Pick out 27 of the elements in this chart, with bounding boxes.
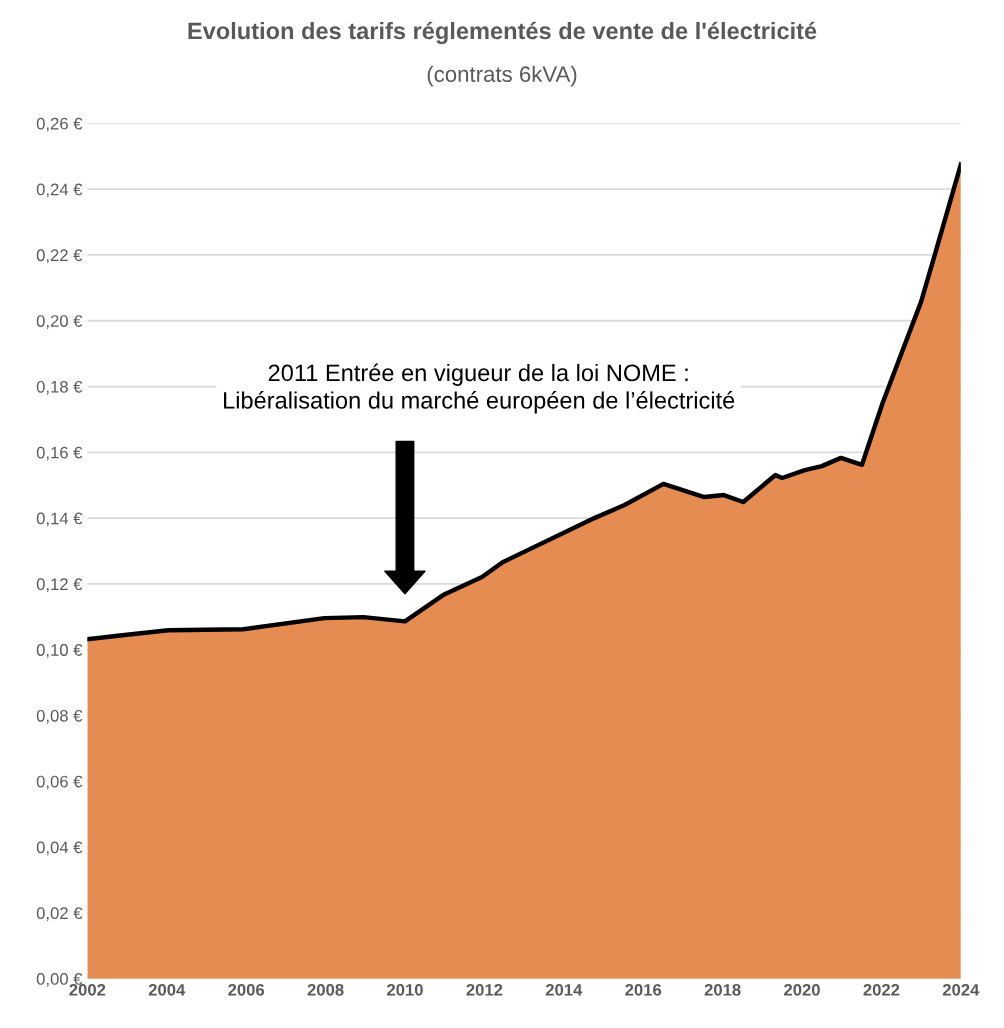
y-tick-label: 0,02 €: [36, 907, 83, 922]
x-tick-label: 2014: [545, 983, 583, 996]
x-tick-label: 2012: [466, 983, 503, 996]
x-tick-label: 2006: [228, 983, 265, 996]
chart-subtitle: (contrats 6kVA): [427, 65, 577, 87]
y-tick-label: 0,18 €: [36, 380, 83, 395]
y-tick-label: 0,14 €: [36, 512, 83, 527]
y-tick-label: 0,26 €: [36, 117, 83, 132]
y-tick-label: 0,10 €: [36, 644, 83, 658]
y-tick-label: 0,06 €: [36, 775, 83, 790]
y-tick-label: 0,24 €: [36, 183, 83, 198]
y-tick-label: 0,16 €: [36, 446, 83, 461]
y-tick-label: 0,08 €: [36, 709, 83, 724]
x-tick-label: 2024: [942, 983, 980, 996]
x-tick-label: 2022: [863, 983, 900, 996]
chart-title: Evolution des tarifs réglementés de vente de l'électricité: [188, 21, 817, 45]
annotation: 2011 Entrée en vigueur de la loi NOME : Libéralisation du marché européen de l’électricité: [224, 363, 735, 414]
y-tick-label: 0,20 €: [36, 315, 83, 329]
x-tick-label: 2010: [387, 983, 423, 996]
x-tick-label: 2008: [307, 983, 344, 996]
x-tick-label: 2016: [625, 983, 662, 996]
x-tick-label: 2020: [784, 983, 820, 996]
x-tick-label: 2004: [148, 983, 186, 996]
y-tick-label: 0,12 €: [36, 578, 83, 593]
y-tick-label: 0,04 €: [36, 841, 83, 856]
y-tick-label: 0,22 €: [36, 249, 83, 264]
x-tick-label: 2018: [704, 983, 741, 996]
